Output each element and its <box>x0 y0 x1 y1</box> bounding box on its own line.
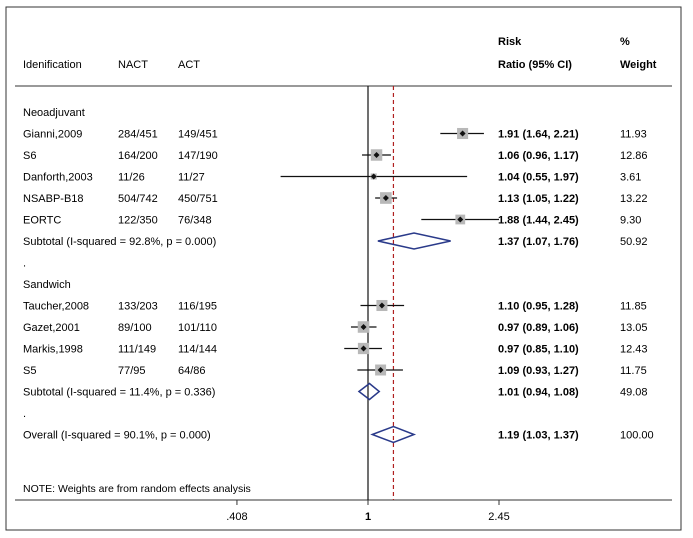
study-ci-text: 1.06 (0.96, 1.17) <box>498 150 579 162</box>
overall-weight: 100.00 <box>620 430 654 442</box>
x-tick-label: 2.45 <box>488 511 509 523</box>
study-weight: 3.61 <box>620 172 641 184</box>
study-act: 101/110 <box>178 322 217 334</box>
study-ci-text: 1.13 (1.05, 1.22) <box>498 193 579 205</box>
header-identification: Idenification <box>23 59 82 71</box>
overall-ci-text: 1.19 (1.03, 1.37) <box>498 430 579 442</box>
study-ci-text: 1.09 (0.93, 1.27) <box>498 365 579 377</box>
spacer-dot: . <box>23 258 26 270</box>
study-ci-text: 1.10 (0.95, 1.28) <box>498 301 579 313</box>
header-ratio-line2: Ratio (95% CI) <box>498 59 572 71</box>
study-nact: 11/26 <box>118 172 145 184</box>
study-label: Danforth,2003 <box>23 172 93 184</box>
study-nact: 111/149 <box>118 344 156 356</box>
group-label: Sandwich <box>23 279 71 291</box>
header-ratio-line1: Risk <box>498 36 522 48</box>
study-act: 76/348 <box>178 215 212 227</box>
point-estimate <box>382 195 389 201</box>
study-weight: 11.75 <box>620 365 647 377</box>
study-label: Markis,1998 <box>23 344 83 356</box>
study-nact: 133/203 <box>118 301 158 313</box>
study-act: 11/27 <box>178 172 205 184</box>
footnote: NOTE: Weights are from random effects an… <box>23 483 251 495</box>
marks-layer <box>280 86 499 500</box>
study-act: 64/86 <box>178 365 206 377</box>
point-estimate <box>360 345 367 352</box>
study-label: Gianni,2009 <box>23 129 82 141</box>
study-ci-text: 0.97 (0.85, 1.10) <box>498 344 579 356</box>
axis-layer: .408 1 2.45 <box>226 500 510 523</box>
study-act: 116/195 <box>178 301 217 313</box>
study-nact: 164/200 <box>118 150 158 162</box>
study-weight: 13.05 <box>620 322 648 334</box>
study-weight: 9.30 <box>620 215 641 227</box>
x-tick-label: 1 <box>365 511 371 523</box>
study-nact: 284/451 <box>118 129 158 141</box>
subtotal-ci-text: 1.01 (0.94, 1.08) <box>498 387 579 399</box>
study-label: Taucher,2008 <box>23 301 89 313</box>
study-act: 114/144 <box>178 344 217 356</box>
study-label: NSABP-B18 <box>23 193 84 205</box>
study-nact: 122/350 <box>118 215 158 227</box>
group-label: Neoadjuvant <box>23 107 85 119</box>
study-ci-text: 1.88 (1.44, 2.45) <box>498 215 579 227</box>
subtotal-weight: 50.92 <box>620 236 648 248</box>
point-estimate <box>457 216 464 223</box>
header-weight-line2: Weight <box>620 59 657 71</box>
study-ci-text: 1.04 (0.55, 1.97) <box>498 172 579 184</box>
study-act: 450/751 <box>178 193 218 205</box>
point-estimate <box>377 367 384 373</box>
point-estimate <box>459 130 466 137</box>
point-estimate <box>360 324 367 330</box>
overall-label: Overall (I-squared = 90.1%, p = 0.000) <box>23 430 211 442</box>
header-weight-line1: % <box>620 36 630 48</box>
header-act: ACT <box>178 59 200 71</box>
study-label: S6 <box>23 150 36 162</box>
study-ci-text: 1.91 (1.64, 2.21) <box>498 129 579 141</box>
study-weight: 11.93 <box>620 129 647 141</box>
subtotal-weight: 49.08 <box>620 387 648 399</box>
point-estimate <box>370 173 377 180</box>
study-label: Gazet,2001 <box>23 322 80 334</box>
overall-diamond <box>370 425 417 444</box>
study-label: S5 <box>23 365 36 377</box>
spacer-dot: . <box>23 408 26 420</box>
header-nact: NACT <box>118 59 148 71</box>
rows-layer: Neoadjuvant Gianni,2009 284/451 149/451 1.91… <box>23 107 654 442</box>
study-act: 149/451 <box>178 129 218 141</box>
subtotal-ci-text: 1.37 (1.07, 1.76) <box>498 236 579 248</box>
study-label: EORTC <box>23 215 61 227</box>
study-weight: 11.85 <box>620 301 647 313</box>
study-weight: 12.43 <box>620 344 648 356</box>
plot-border <box>5 6 682 531</box>
point-estimate <box>378 302 385 309</box>
study-act: 147/190 <box>178 150 218 162</box>
study-nact: 77/95 <box>118 365 146 377</box>
x-tick-label: .408 <box>226 511 247 523</box>
subtotal-label: Subtotal (I-squared = 92.8%, p = 0.000) <box>23 236 216 248</box>
subtotal-diamond <box>357 382 381 401</box>
study-nact: 504/742 <box>118 193 158 205</box>
study-weight: 13.22 <box>620 193 648 205</box>
subtotal-label: Subtotal (I-squared = 11.4%, p = 0.336) <box>23 387 215 399</box>
point-estimate <box>373 152 380 158</box>
subtotal-diamond <box>377 232 451 250</box>
study-weight: 12.86 <box>620 150 648 162</box>
study-ci-text: 0.97 (0.89, 1.06) <box>498 322 579 334</box>
study-nact: 89/100 <box>118 322 152 334</box>
